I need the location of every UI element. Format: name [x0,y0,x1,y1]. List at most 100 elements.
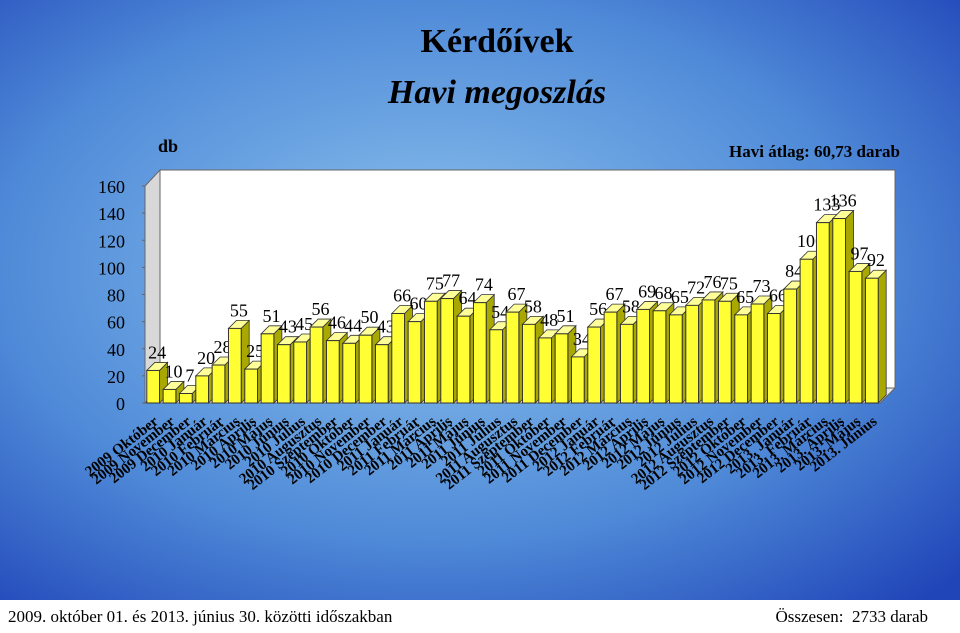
y-tick-label: 80 [107,286,125,306]
bar-front [423,300,438,404]
value-label: 56 [312,299,330,319]
y-tick-label: 120 [98,231,125,251]
value-label: 64 [459,288,477,308]
bar-front [766,312,781,404]
value-label: 10 [165,361,183,381]
value-label: 75 [720,273,738,293]
bar [864,269,888,404]
y-tick-label: 140 [98,204,125,224]
bar-front [244,368,259,404]
bar-front [652,310,667,404]
chart-subtitle: Havi megoszlás [387,74,606,111]
value-label: 20 [197,348,215,368]
bar-front [848,270,863,404]
bar-front [734,314,749,404]
bar-front [456,315,471,404]
value-label: 65 [671,287,689,307]
bar-front [309,326,324,404]
value-label: 7 [185,366,194,386]
value-label: 97 [851,243,869,263]
value-label: 56 [589,299,607,319]
value-label: 72 [687,277,705,297]
value-label: 68 [655,283,673,303]
y-tick-label: 160 [98,177,125,197]
bar [227,319,251,404]
bar-front [407,321,422,404]
bar-front [472,302,487,404]
bar-front [325,340,340,404]
bar-front [587,326,602,404]
bar-front [146,369,161,404]
bar-front [554,333,569,404]
bar-front [832,218,847,404]
bar-front [342,342,357,404]
value-label: 84 [785,261,803,281]
bar-front [521,323,536,404]
footer-band [0,600,960,628]
value-label: 51 [263,306,281,326]
value-label: 67 [606,284,624,304]
footer-right: Összesen: 2733 darab [776,607,929,626]
bar-front [603,311,618,404]
value-label: 136 [830,191,857,211]
value-label: 43 [279,317,297,337]
bar-front [358,334,373,404]
value-label: 48 [540,310,558,330]
bar-front [864,277,879,404]
value-label: 73 [753,276,771,296]
value-label: 76 [704,272,722,292]
value-label: 28 [214,337,232,357]
y-tick-label: 20 [107,367,125,387]
value-label: 67 [508,284,526,304]
value-label: 43 [377,317,395,337]
bar-front [783,288,798,404]
bar-front [538,337,553,404]
bar-front [619,323,634,404]
footer-left: 2009. október 01. és 2013. június 30. kö… [8,607,393,626]
value-label: 66 [393,285,411,305]
y-tick-label: 40 [107,340,125,360]
value-label: 54 [491,302,509,322]
bar-front [195,375,210,404]
value-label: 69 [638,281,656,301]
bar-front [668,314,683,404]
bar-front [276,344,291,404]
value-label: 50 [361,307,379,327]
bar-front [374,344,389,404]
value-label: 58 [524,296,542,316]
y-tick-label: 100 [98,258,125,278]
chart-title: Kérdőívek [421,23,574,60]
value-label: 133 [813,195,840,215]
value-label: 24 [148,342,166,362]
bar [162,380,185,404]
bar-front [440,298,455,404]
value-label: 77 [442,271,460,291]
value-label: 60 [410,294,428,314]
value-label: 92 [867,250,885,270]
y-axis-label: db [158,136,178,156]
value-label: 65 [736,287,754,307]
bar-front [750,303,765,404]
bar-front [717,300,732,404]
y-tick-label: 60 [107,313,125,333]
bar-front [260,333,275,404]
value-label: 74 [475,275,493,295]
bar-front [570,356,585,404]
bar-front [636,308,651,404]
bar-front [227,327,242,404]
annotation: Havi átlag: 60,73 darab [729,142,900,161]
value-label: 58 [622,296,640,316]
bar-front [293,341,308,404]
bar-front [685,304,700,404]
value-label: 55 [230,300,248,320]
value-label: 45 [295,314,313,334]
value-label: 46 [328,313,346,333]
value-label: 66 [769,285,787,305]
bar-front [701,299,716,404]
y-tick-label: 0 [116,394,125,414]
bar-front [391,312,406,404]
value-label: 25 [246,341,264,361]
value-label: 44 [344,315,362,335]
value-label: 34 [573,329,591,349]
